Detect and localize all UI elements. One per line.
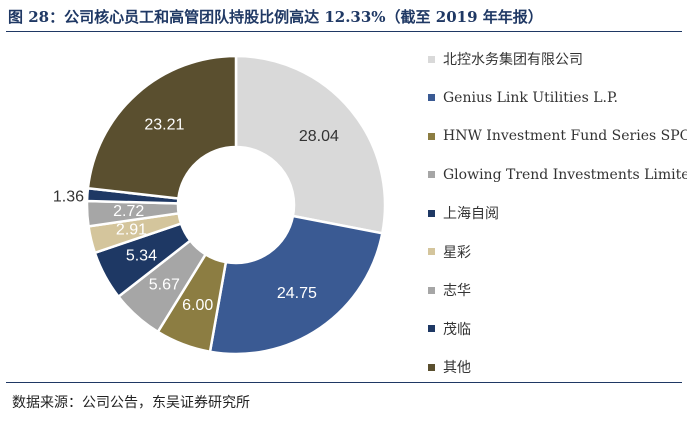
legend-label: HNW Investment Fund Series SPC xyxy=(443,128,687,144)
legend-label: 星彩 xyxy=(443,244,471,261)
legend-item-3: HNW Investment Fund Series SPC xyxy=(428,121,687,151)
donut-data-labels: 28.04 24.75 6.005.67 5.34 2.91 2.72 1.36 23.21 xyxy=(53,116,339,314)
legend-label: Genius Link Utilities L.P. xyxy=(443,89,618,106)
source-rule xyxy=(6,382,682,383)
data-label-6: 2.91 xyxy=(116,222,147,239)
chart-title: 图 28：公司核心员工和高管团队持股比例高达 12.33%（截至 2019 年年… xyxy=(8,8,543,26)
legend-swatch xyxy=(428,171,435,178)
legend-swatch xyxy=(428,132,435,140)
legend-item-7: 志华 xyxy=(428,275,471,305)
legend-item-5: 上海自阅 xyxy=(428,198,499,228)
legend-label: 北控水务集团有限公司 xyxy=(443,52,583,68)
legend-item-6: 星彩 xyxy=(428,237,471,267)
data-label-9: 23.21 xyxy=(144,116,184,133)
donut-chart: 28.04 24.75 6.005.67 5.34 2.91 2.72 1.36 23.21 xyxy=(53,54,387,356)
legend-label: 茂临 xyxy=(443,321,471,338)
legend-item-4: Glowing Trend Investments Limited xyxy=(428,160,687,190)
legend-item-2: Genius Link Utilities L.P. xyxy=(428,83,618,113)
legend-swatch xyxy=(428,94,435,101)
data-label-8: 1.36 xyxy=(53,189,84,206)
legend-label: Glowing Trend Investments Limited xyxy=(443,166,687,183)
legend-label: 其他 xyxy=(443,360,471,376)
donut-slices xyxy=(85,54,387,356)
legend-item-1: 北控水务集团有限公司 xyxy=(428,44,583,74)
source-note: 数据来源：公司公告，东吴证券研究所 xyxy=(12,395,250,411)
legend-item-9: 其他 xyxy=(428,352,471,382)
title-rule xyxy=(6,31,682,32)
data-label-2: 24.75 xyxy=(277,285,317,302)
data-label-5: 5.34 xyxy=(126,248,157,265)
legend-swatch xyxy=(428,325,435,332)
data-label-3: 6.00 xyxy=(182,297,213,314)
data-label-1: 28.04 xyxy=(299,128,339,145)
legend-swatch xyxy=(428,286,435,294)
legend-label: 志华 xyxy=(443,283,471,299)
legend-swatch xyxy=(428,55,435,63)
donut-slice-1 xyxy=(234,54,387,235)
data-label-4: 5.67 xyxy=(149,277,180,294)
donut-slice-9 xyxy=(86,54,238,200)
legend-swatch xyxy=(428,209,435,217)
legend-item-8: 茂临 xyxy=(428,314,471,344)
donut-slice-2 xyxy=(208,214,384,356)
data-label-7: 2.72 xyxy=(113,203,144,220)
legend-swatch xyxy=(428,363,435,371)
legend-label: 上海自阅 xyxy=(443,206,499,222)
legend-swatch xyxy=(428,248,435,255)
